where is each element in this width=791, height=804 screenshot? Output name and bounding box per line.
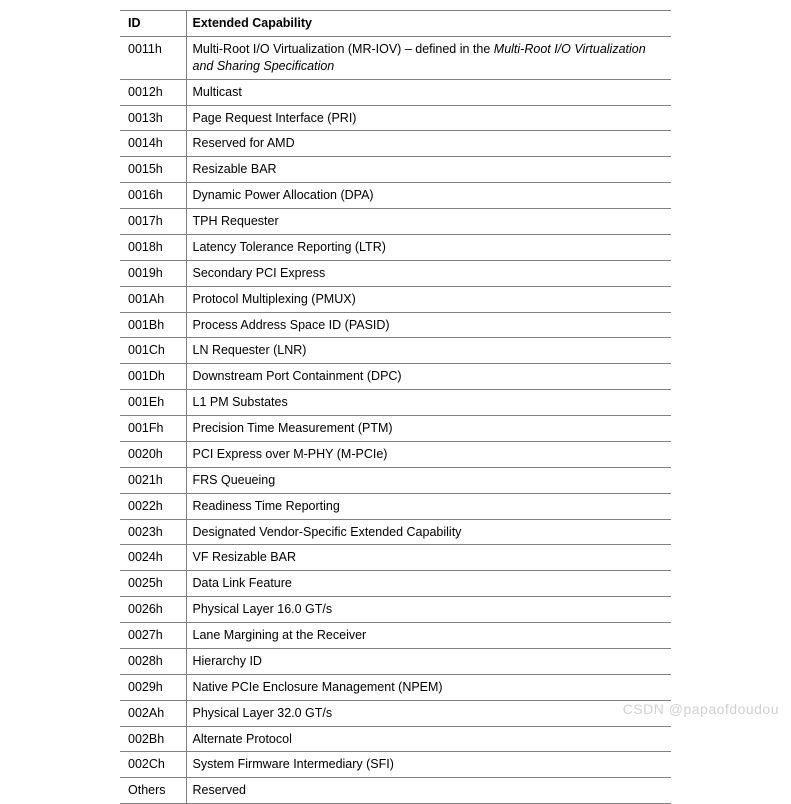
id-cell: 0024h	[120, 545, 186, 571]
cap-cell: LN Requester (LNR)	[186, 338, 671, 364]
id-cell: 0016h	[120, 183, 186, 209]
table-row: 001AhProtocol Multiplexing (PMUX)	[120, 286, 671, 312]
id-cell: 0017h	[120, 209, 186, 235]
cap-cell: Native PCIe Enclosure Management (NPEM)	[186, 674, 671, 700]
table-row: 0029hNative PCIe Enclosure Management (N…	[120, 674, 671, 700]
cap-cell: Readiness Time Reporting	[186, 493, 671, 519]
table-row: 0024hVF Resizable BAR	[120, 545, 671, 571]
id-cell: 0023h	[120, 519, 186, 545]
id-cell: 0013h	[120, 105, 186, 131]
cap-cell: System Firmware Intermediary (SFI)	[186, 752, 671, 778]
cap-cell: Reserved for AMD	[186, 131, 671, 157]
id-cell: 0014h	[120, 131, 186, 157]
cap-cell: Lane Margining at the Receiver	[186, 623, 671, 649]
table-row: 001BhProcess Address Space ID (PASID)	[120, 312, 671, 338]
cap-cell: Multicast	[186, 79, 671, 105]
table-row: 0018hLatency Tolerance Reporting (LTR)	[120, 234, 671, 260]
cap-cell: Physical Layer 16.0 GT/s	[186, 597, 671, 623]
id-cell: 0020h	[120, 441, 186, 467]
capability-table: ID Extended Capability 0011h Multi-Root I…	[120, 10, 671, 804]
cap-cell: Protocol Multiplexing (PMUX)	[186, 286, 671, 312]
table-row: 002AhPhysical Layer 32.0 GT/s	[120, 700, 671, 726]
header-id: ID	[120, 11, 186, 37]
id-cell: 002Ch	[120, 752, 186, 778]
table-row: 002ChSystem Firmware Intermediary (SFI)	[120, 752, 671, 778]
id-cell: 001Eh	[120, 390, 186, 416]
table-row: 0025hData Link Feature	[120, 571, 671, 597]
table-row: 0011h Multi-Root I/O Virtualization (MR-I…	[120, 36, 671, 79]
id-cell: 0011h	[120, 36, 186, 79]
id-cell: 0029h	[120, 674, 186, 700]
id-cell: 001Ah	[120, 286, 186, 312]
cap-cell: Reserved	[186, 778, 671, 804]
id-cell: 0025h	[120, 571, 186, 597]
table-row: 0022hReadiness Time Reporting	[120, 493, 671, 519]
table-row: 0027hLane Margining at the Receiver	[120, 623, 671, 649]
table-row: 0015hResizable BAR	[120, 157, 671, 183]
cap-cell: Precision Time Measurement (PTM)	[186, 416, 671, 442]
id-cell: 0022h	[120, 493, 186, 519]
table-row: 0012hMulticast	[120, 79, 671, 105]
header-cap: Extended Capability	[186, 11, 671, 37]
cap-cell: Secondary PCI Express	[186, 260, 671, 286]
table-row: 002BhAlternate Protocol	[120, 726, 671, 752]
table-row: 001EhL1 PM Substates	[120, 390, 671, 416]
cap-cell: Latency Tolerance Reporting (LTR)	[186, 234, 671, 260]
id-cell: 0028h	[120, 648, 186, 674]
id-cell: 0021h	[120, 467, 186, 493]
id-cell: 001Ch	[120, 338, 186, 364]
table-row: 001ChLN Requester (LNR)	[120, 338, 671, 364]
cap-cell: TPH Requester	[186, 209, 671, 235]
cap-cell: Resizable BAR	[186, 157, 671, 183]
id-cell: 001Dh	[120, 364, 186, 390]
cap-cell: Physical Layer 32.0 GT/s	[186, 700, 671, 726]
id-cell: 002Bh	[120, 726, 186, 752]
cap-cell: Multi-Root I/O Virtualization (MR-IOV) –…	[186, 36, 671, 79]
table-row: 0019hSecondary PCI Express	[120, 260, 671, 286]
table-row: 0028hHierarchy ID	[120, 648, 671, 674]
table-row: 0023hDesignated Vendor-Specific Extended…	[120, 519, 671, 545]
id-cell: 001Bh	[120, 312, 186, 338]
table-row: 0021hFRS Queueing	[120, 467, 671, 493]
id-cell: Others	[120, 778, 186, 804]
table-row: 001DhDownstream Port Containment (DPC)	[120, 364, 671, 390]
cap-cell: VF Resizable BAR	[186, 545, 671, 571]
cap-cell: Alternate Protocol	[186, 726, 671, 752]
table-row: 001FhPrecision Time Measurement (PTM)	[120, 416, 671, 442]
table-row: OthersReserved	[120, 778, 671, 804]
cap-cell: PCI Express over M-PHY (M-PCIe)	[186, 441, 671, 467]
table-container: ID Extended Capability 0011h Multi-Root I…	[0, 0, 791, 804]
cap-cell: Process Address Space ID (PASID)	[186, 312, 671, 338]
table-row: 0017hTPH Requester	[120, 209, 671, 235]
cap-cell: Downstream Port Containment (DPC)	[186, 364, 671, 390]
table-row: 0016hDynamic Power Allocation (DPA)	[120, 183, 671, 209]
id-cell: 0015h	[120, 157, 186, 183]
cap-cell: Designated Vendor-Specific Extended Capa…	[186, 519, 671, 545]
table-row: 0013hPage Request Interface (PRI)	[120, 105, 671, 131]
cap-text: Multi-Root I/O Virtualization (MR-IOV) –…	[193, 42, 494, 56]
id-cell: 0012h	[120, 79, 186, 105]
id-cell: 001Fh	[120, 416, 186, 442]
id-cell: 0027h	[120, 623, 186, 649]
cap-cell: Page Request Interface (PRI)	[186, 105, 671, 131]
id-cell: 002Ah	[120, 700, 186, 726]
cap-cell: FRS Queueing	[186, 467, 671, 493]
table-row: 0020hPCI Express over M-PHY (M-PCIe)	[120, 441, 671, 467]
id-cell: 0026h	[120, 597, 186, 623]
cap-cell: Hierarchy ID	[186, 648, 671, 674]
id-cell: 0018h	[120, 234, 186, 260]
table-row: 0026hPhysical Layer 16.0 GT/s	[120, 597, 671, 623]
table-header-row: ID Extended Capability	[120, 11, 671, 37]
id-cell: 0019h	[120, 260, 186, 286]
cap-cell: Dynamic Power Allocation (DPA)	[186, 183, 671, 209]
table-row: 0014hReserved for AMD	[120, 131, 671, 157]
cap-cell: Data Link Feature	[186, 571, 671, 597]
cap-cell: L1 PM Substates	[186, 390, 671, 416]
